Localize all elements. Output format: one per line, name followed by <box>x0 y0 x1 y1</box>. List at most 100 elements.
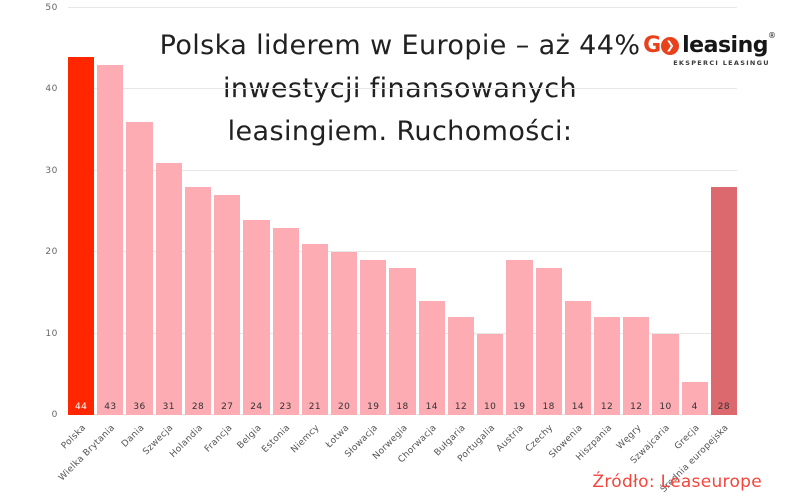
bar: 18 <box>535 268 562 415</box>
bar-column: 20 Łotwa <box>324 8 358 450</box>
bar-column: 28 Holandia <box>168 8 212 460</box>
bar: 12 <box>623 317 650 415</box>
bar-value-label: 12 <box>600 402 614 412</box>
y-tick-label: 20 <box>45 247 58 258</box>
bar: 44 <box>68 56 95 415</box>
go-leasing-logo: G ❯ leasing ® EKSPERCI LEASINGU <box>643 31 776 67</box>
gridline <box>68 88 737 90</box>
bar-series: 44 Polska 43 Wielka Brytania 36 Dania 31 Szwecj… <box>57 8 738 495</box>
registered-trademark-icon: ® <box>768 31 776 40</box>
bar-column: 14 Słowenia <box>548 8 591 460</box>
bar-value-label: 10 <box>659 402 672 412</box>
bar-column: 10 Szwajcaria <box>629 8 679 466</box>
bar: 4 <box>681 382 708 415</box>
bar: 27 <box>214 195 241 415</box>
bar-value-label: 28 <box>191 402 205 412</box>
bar: 31 <box>155 162 182 415</box>
bar-value-label: 27 <box>221 402 234 412</box>
bar-value-label: 12 <box>454 402 468 412</box>
bar-value-label: 31 <box>162 402 175 412</box>
bar: 14 <box>418 301 445 415</box>
bar-value-label: 21 <box>308 402 321 412</box>
gridline <box>68 251 737 253</box>
y-tick-label: 0 <box>51 410 58 420</box>
bar: 36 <box>126 121 153 415</box>
bar-column: 4 Grecja <box>673 8 708 452</box>
y-tick-label: 30 <box>45 165 58 176</box>
bar: 18 <box>389 268 416 415</box>
bar-column: 44 Polska <box>60 8 95 451</box>
logo-chevron-icon: ❯ <box>661 36 680 55</box>
x-category-label: Polska <box>59 423 89 452</box>
gridline <box>68 7 737 8</box>
x-category-label: Wielka Brytania <box>57 423 118 484</box>
bar-column: 12 Węgry <box>615 8 650 452</box>
bar-value-label: 12 <box>630 402 643 412</box>
x-category-label: Niemcy <box>289 423 322 456</box>
bar-value-label: 44 <box>74 402 88 412</box>
bar: 21 <box>301 244 328 415</box>
bar-value-label: 24 <box>250 402 263 412</box>
logo-wordmark: G ❯ leasing ® <box>643 31 776 58</box>
bar-value-label: 36 <box>133 402 146 412</box>
bar-value-label: 20 <box>337 402 351 412</box>
bar-value-label: 14 <box>425 402 438 412</box>
source-caption: Źródło: Leaseurope <box>592 472 762 492</box>
bar: 20 <box>330 252 358 415</box>
gridline <box>68 169 737 171</box>
bar-value-label: 43 <box>104 402 117 412</box>
y-axis: 0 10 20 30 40 50 <box>0 3 62 420</box>
bar: 12 <box>593 317 621 415</box>
bar: 28 <box>184 187 212 415</box>
bar-column: 24 Belgia <box>235 8 270 451</box>
bar-column: 43 Wielka Brytania <box>57 8 124 483</box>
bar-column: 10 Portugalia <box>456 8 504 464</box>
bar: 23 <box>272 227 299 415</box>
bar-value-label: 23 <box>279 402 292 412</box>
logo-word-leasing: leasing <box>682 33 768 58</box>
bar-column: 23 Estonia <box>261 8 299 455</box>
bar-column: 14 Chorwacja <box>397 8 445 465</box>
x-category-label: Austria <box>495 423 527 455</box>
chart-title-line-1: Polska liderem w Europie – aż 44% <box>159 30 641 61</box>
bar-value-label: 28 <box>717 402 731 412</box>
bar-column: 21 Niemcy <box>290 8 328 455</box>
bar: 19 <box>506 260 533 415</box>
y-tick-label: 10 <box>45 328 58 339</box>
bar-value-label: 19 <box>367 402 380 412</box>
x-category-label: Dania <box>119 423 147 450</box>
bar: 19 <box>360 260 387 415</box>
bar: 43 <box>97 64 124 415</box>
y-tick-label: 50 <box>45 3 58 13</box>
logo-letter-g: G <box>643 33 661 58</box>
bar-value-label: 19 <box>513 402 526 412</box>
bar: 28 <box>710 187 738 415</box>
x-category-label: Francja <box>202 423 235 455</box>
y-tick-label: 40 <box>45 84 58 95</box>
bar-column: 36 Dania <box>120 8 153 450</box>
bar: 10 <box>477 333 504 415</box>
bar-value-label: 14 <box>571 402 584 412</box>
bar-column: 18 Czechy <box>524 8 562 454</box>
bar: 24 <box>243 219 270 415</box>
bar: 14 <box>564 301 591 415</box>
x-category-label: Belgia <box>235 423 264 452</box>
bar-column: 28 Średnia europejska <box>659 8 738 495</box>
bar: 12 <box>447 317 475 415</box>
bar-value-label: 18 <box>396 402 409 412</box>
plot-area: 44 Polska 43 Wielka Brytania 36 Dania 31 Szwecj… <box>57 7 738 495</box>
bar: 10 <box>652 333 679 415</box>
bar-column: 12 Bułgaria <box>433 8 475 458</box>
bar-value-label: 18 <box>542 402 555 412</box>
logo-tagline: EKSPERCI LEASINGU <box>673 59 770 67</box>
bar-column: 31 Szwecja <box>142 8 182 457</box>
bar-value-label: 10 <box>484 402 497 412</box>
x-category-label: Estonia <box>260 423 293 455</box>
bar-column: 19 Słowacja <box>344 8 387 460</box>
bar-column: 27 Francja <box>203 8 241 454</box>
bar-column: 12 Hiszpania <box>574 8 621 463</box>
bar-column: 19 Austria <box>495 8 533 454</box>
bar-column: 18 Norwegia <box>371 8 416 462</box>
x-category-label: Łotwa <box>323 423 352 451</box>
